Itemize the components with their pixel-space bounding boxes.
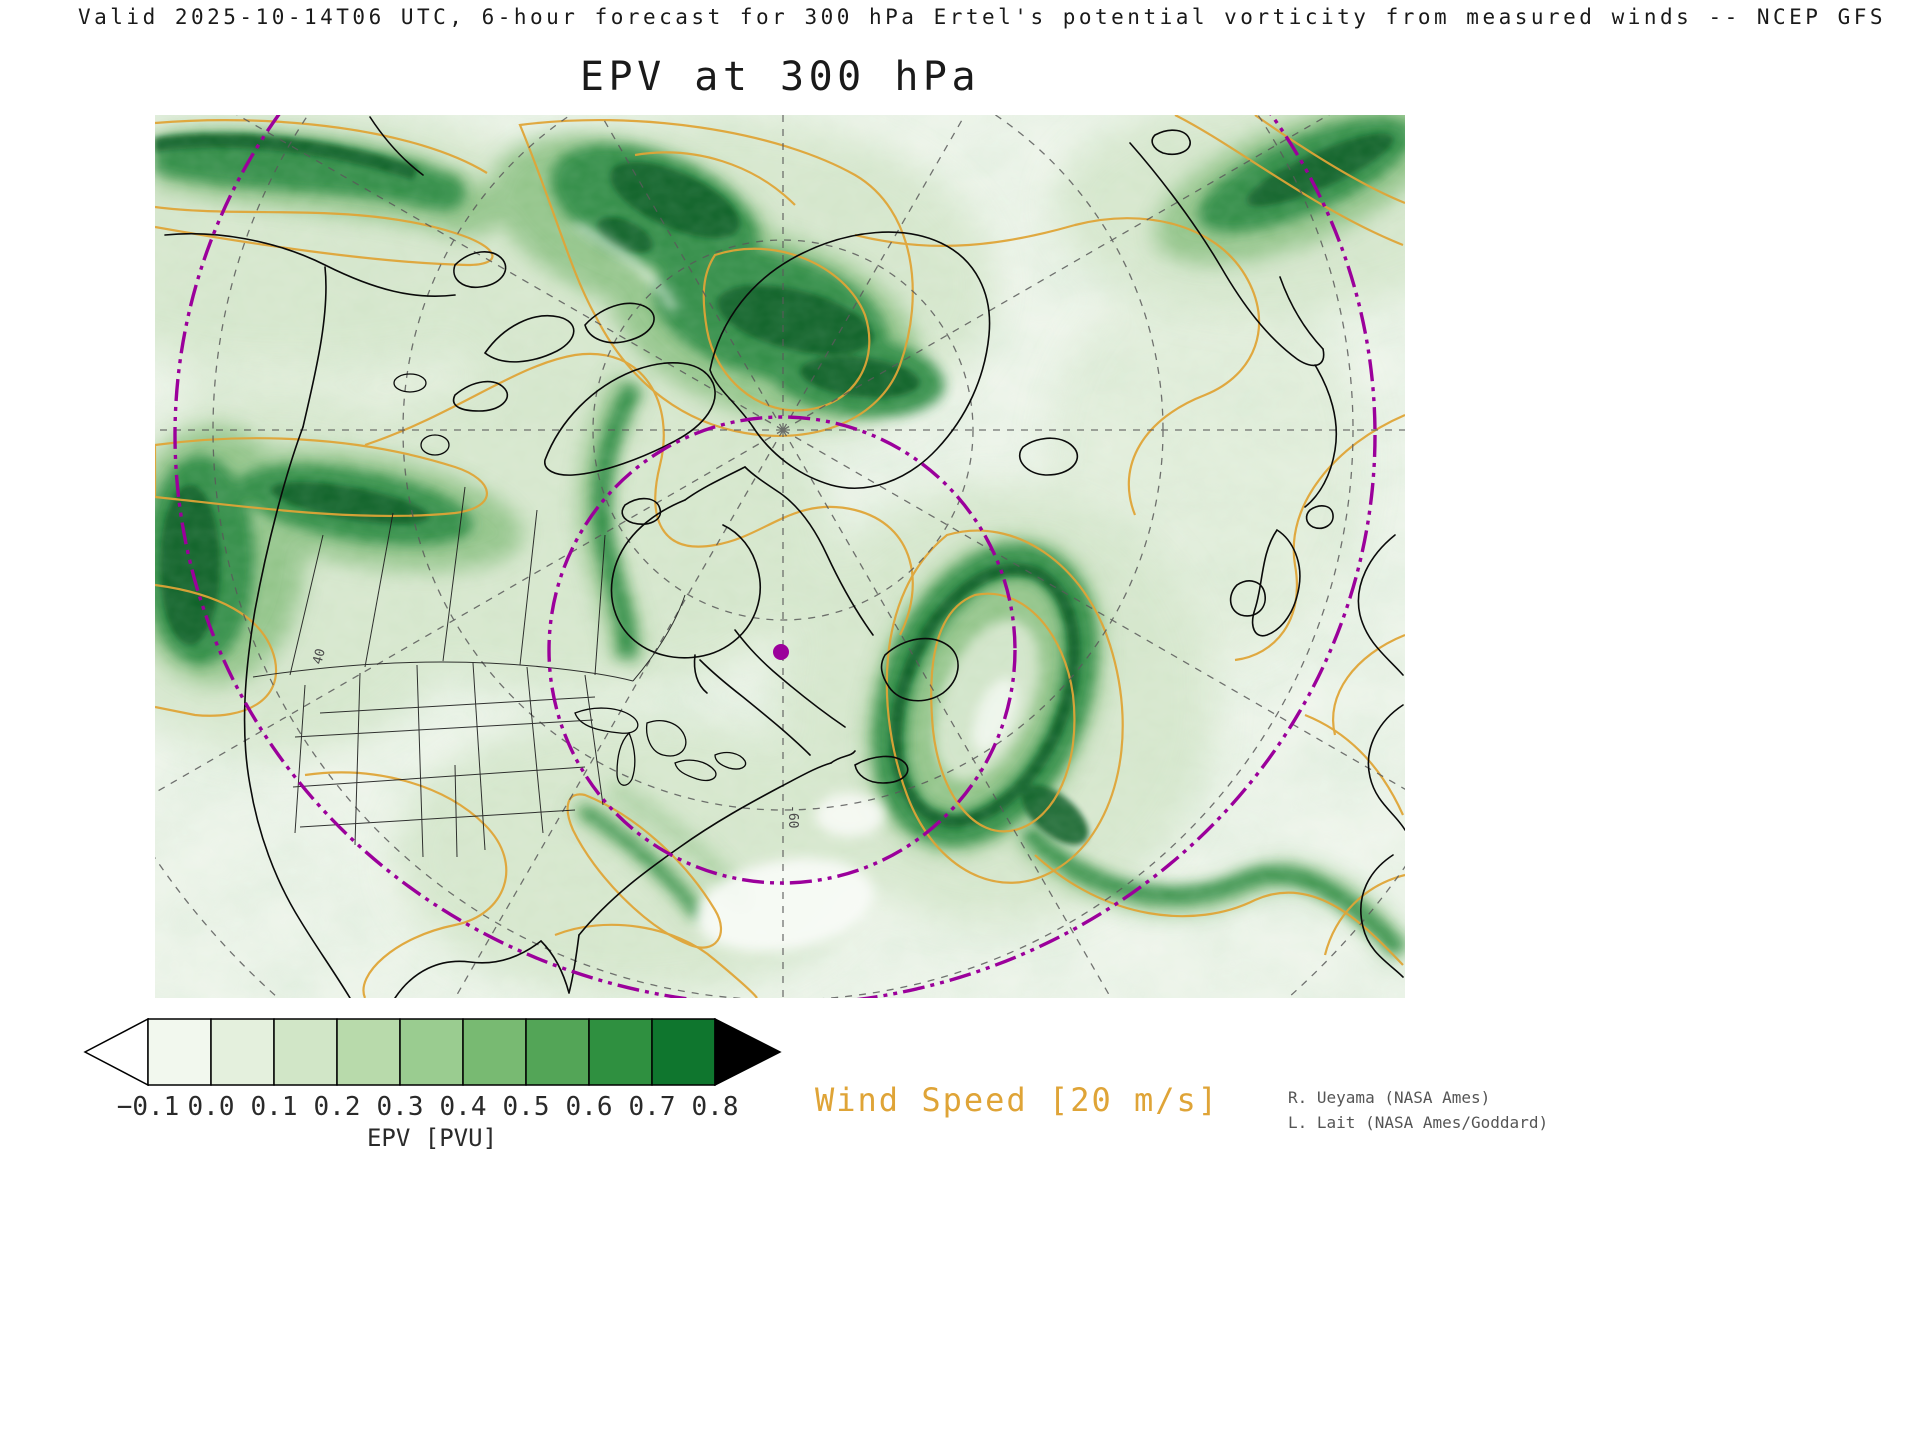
epv-map-svg: 40 -60 <box>155 115 1405 998</box>
vortex-edge-circles <box>173 115 1377 998</box>
colorbar-tick: 0.6 <box>565 1092 613 1122</box>
colorbar-segment <box>273 1018 338 1086</box>
colorbar-segment <box>525 1018 590 1086</box>
graticule-label: 40 <box>310 647 329 666</box>
colorbar-tick: 0.3 <box>376 1092 424 1122</box>
colorbar-segment <box>462 1018 527 1086</box>
colorbar-tick: 0.1 <box>250 1092 298 1122</box>
wind-speed-legend: Wind Speed [20 m/s] <box>815 1081 1220 1119</box>
graticule-layer <box>155 115 1405 998</box>
map-area: 40 -60 <box>155 115 1405 998</box>
colorbar-segment <box>588 1018 653 1086</box>
colorbar-tick: 0.5 <box>502 1092 550 1122</box>
colorbar-tick: 0.2 <box>313 1092 361 1122</box>
plot-title: EPV at 300 hPa <box>579 54 981 100</box>
colorbar-segment <box>147 1018 212 1086</box>
colorbar-tick: 0.0 <box>187 1092 235 1122</box>
state-borders-layer <box>252 486 686 858</box>
vortex-center-marker <box>773 644 789 660</box>
epv-fill-layer <box>155 115 1405 998</box>
vortex-edge-inner <box>547 415 1017 885</box>
colorbar-tick: 0.4 <box>439 1092 487 1122</box>
colorbar-segment <box>210 1018 275 1086</box>
colorbar-tick: −0.1 <box>116 1092 180 1122</box>
valid-time-header: Valid 2025-10-14T06 UTC, 6-hour forecast… <box>78 5 1887 29</box>
credit-line-1: R. Ueyama (NASA Ames) <box>1288 1088 1491 1107</box>
colorbar-segment <box>336 1018 401 1086</box>
colorbar-under-arrow <box>83 1018 149 1086</box>
colorbar-axis-label: EPV [PVU] <box>366 1124 498 1152</box>
colorbar-tick: 0.8 <box>691 1092 739 1122</box>
colorbar-tick: 0.7 <box>628 1092 676 1122</box>
colorbar-segment <box>651 1018 716 1086</box>
credit-line-2: L. Lait (NASA Ames/Goddard) <box>1288 1113 1549 1132</box>
colorbar <box>83 1018 782 1086</box>
graticule-label: -60 <box>785 805 800 828</box>
colorbar-over-arrow <box>714 1018 782 1086</box>
colorbar-segment <box>399 1018 464 1086</box>
vortex-edge-outer <box>173 115 1377 998</box>
